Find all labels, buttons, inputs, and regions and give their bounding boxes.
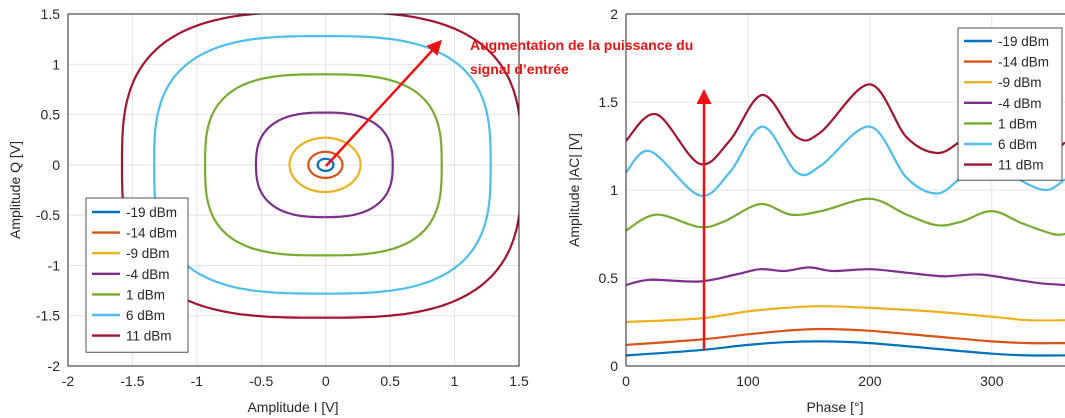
iq-x-tick-label: 0 [322,373,330,389]
amplitude-y-axis-label: Amplitude |AC| [V] [566,133,582,247]
iq-power-increase-arrow [325,39,443,167]
iq-plot: -2 -1.5 -1 -0.5 0 0.5 1 1.5 -2 -1.5 -1 -0.5 0 0.5 1 1.5… [7,6,529,415]
iq-y-tick-label: 1.5 [41,6,61,22]
iq-curve [153,34,492,295]
amplitude-curve [626,340,1065,357]
amplitude-x-axis-label: Phase [°] [807,399,864,415]
amplitude-y-tick-label: 1.5 [599,94,619,110]
iq-x-tick-label: -0.5 [249,373,273,389]
amplitude-legend-label: -9 dBm [998,75,1042,90]
amplitude-y-tick-label: 2 [610,6,618,22]
iq-legend-label: -9 dBm [126,246,170,261]
amplitude-x-tick-label: 100 [736,373,760,389]
iq-curve [288,136,362,194]
amplitude-x-tick-label: 0 [622,373,630,389]
amplitude-legend-label: -14 dBm [998,55,1049,70]
iq-curve [120,14,519,319]
amplitude-curve [626,305,1065,324]
amplitude-legend-label: 1 dBm [998,116,1037,131]
iq-y-tick-label: -1.5 [36,308,60,324]
iq-curves [120,14,519,319]
amplitude-legend-label: 6 dBm [998,137,1037,152]
iq-curve [254,111,394,219]
amplitude-curve [626,266,1065,287]
iq-x-tick-label: -2 [62,373,75,389]
amplitude-ticks: 0 100 200 300 0 0.5 1 1.5 2 [599,6,1004,389]
iq-y-tick-label: -0.5 [36,207,60,223]
iq-y-tick-label: 1 [52,56,60,72]
amplitude-x-tick-label: 300 [980,373,1004,389]
iq-legend-label: 1 dBm [126,287,165,302]
iq-curve [204,73,443,257]
iq-y-tick-label: -2 [48,358,61,374]
iq-curve [307,150,344,179]
iq-curve [316,157,335,172]
iq-legend-label: -14 dBm [126,226,177,241]
amplitude-x-tick-label: 200 [858,373,882,389]
iq-legend: -19 dBm -14 dBm -9 dBm -4 dBm 1 dBm 6 dBm 11 d… [85,197,189,353]
iq-x-axis-label: Amplitude I [V] [247,399,338,415]
iq-y-tick-label: 0.5 [41,107,61,123]
amplitude-y-tick-label: 1 [610,182,618,198]
amplitude-curve [626,327,1065,346]
iq-y-tick-label: 0 [52,157,60,173]
amplitude-y-tick-label: 0 [610,358,618,374]
iq-legend-label: -4 dBm [126,267,170,282]
amplitude-legend-label: -4 dBm [998,96,1042,111]
amplitude-plot: 0 100 200 300 0 0.5 1 1.5 2 Phase [°] Amplitude … [566,6,1065,415]
iq-y-tick-label: -1 [48,257,61,273]
amplitude-legend-label: -19 dBm [998,34,1049,49]
iq-axes-box [67,13,520,367]
iq-legend-label: 6 dBm [126,308,165,323]
iq-legend-box [85,197,189,353]
amplitude-legend: -19 dBm -14 dBm -9 dBm -4 dBm 1 dBm 6 dBm 11 d… [957,27,1063,181]
iq-y-axis-label: Amplitude Q [V] [7,141,23,239]
annotation-line-2: signal d’entrée [470,61,569,77]
iq-x-tick-label: 1.5 [509,373,529,389]
iq-x-tick-label: 1 [451,373,459,389]
iq-x-tick-label: -1.5 [120,373,144,389]
iq-legend-label: -19 dBm [126,205,177,220]
amplitude-legend-label: 11 dBm [998,158,1044,173]
iq-x-tick-label: -1 [191,373,204,389]
annotation-line-1: Augmentation de la puissance du [470,37,693,53]
iq-legend-label: 11 dBm [126,329,172,344]
amplitude-curve [626,197,1065,236]
iq-ticks: -2 -1.5 -1 -0.5 0 0.5 1 1.5 -2 -1.5 -1 -0.5 0 0.5 1 1.5 [36,6,529,389]
amplitude-y-tick-label: 0.5 [599,270,619,286]
amplitude-legend-box [957,27,1063,181]
iq-x-tick-label: 0.5 [380,373,400,389]
